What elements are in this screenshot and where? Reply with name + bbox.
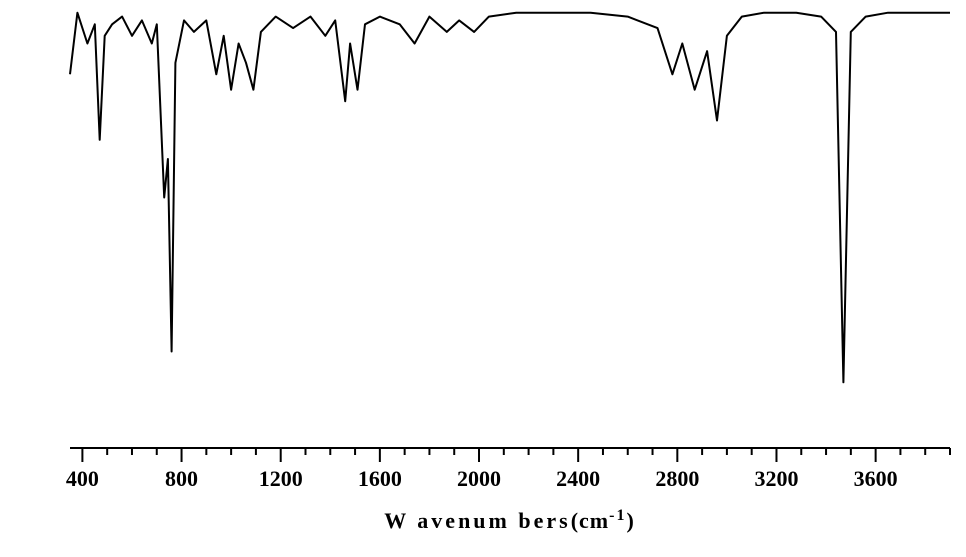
- x-tick-label: 800: [165, 466, 198, 491]
- x-axis-label-group: W avenum bers(cm-1): [384, 507, 636, 533]
- ir-spectrum-chart: 400 800 1200 1600 2000 2400 2800 3200 3600 W ave…: [0, 0, 966, 557]
- x-tick-label: 1600: [358, 466, 402, 491]
- x-tick-label: 1200: [259, 466, 303, 491]
- x-tick-label: 2400: [556, 466, 600, 491]
- x-tick-label: 3600: [854, 466, 898, 491]
- x-tick-label: 2000: [457, 466, 501, 491]
- x-axis-group: 400 800 1200 1600 2000 2400 2800 3200 3600: [66, 448, 950, 491]
- x-tick-label: 2800: [655, 466, 699, 491]
- spectrum-line-group: [70, 13, 950, 383]
- x-axis-label: W avenum bers(cm-1): [384, 507, 636, 533]
- x-tick-label: 400: [66, 466, 99, 491]
- chart-svg: 400 800 1200 1600 2000 2400 2800 3200 3600 W ave…: [0, 0, 966, 557]
- spectrum-trace: [70, 13, 950, 383]
- x-tick-label: 3200: [754, 466, 798, 491]
